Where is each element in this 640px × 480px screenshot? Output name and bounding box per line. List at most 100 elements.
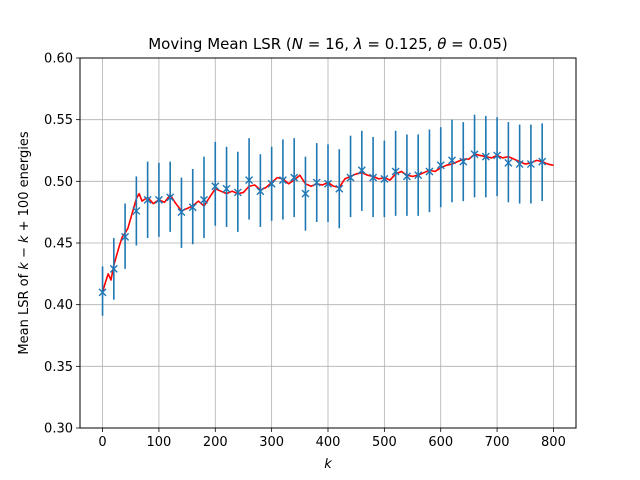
x-marker [154,195,163,204]
x-marker [538,157,547,166]
x-marker-stroke [414,171,423,180]
x-marker [459,157,468,166]
title-lambda: λ [353,35,363,53]
x-marker-stroke [301,189,310,198]
x-tick-label: 500 [372,435,397,450]
x-marker [448,156,456,165]
x-marker [290,173,299,182]
x-axis-label: k [324,457,332,472]
x-tick-label: 400 [316,435,341,450]
x-marker-stroke [481,152,490,161]
x-marker-stroke [335,184,344,193]
x-marker [211,182,220,191]
x-marker [414,171,423,180]
x-marker [402,172,411,181]
title-n: N [292,35,303,53]
y-tick-label: 0.55 [44,113,73,128]
y-tick-label: 0.35 [44,360,73,375]
x-marker-stroke [278,176,287,185]
x-marker-stroke [166,193,175,202]
x-marker [504,158,513,167]
x-marker [245,176,254,185]
x-marker-stroke [425,167,434,176]
x-marker-stroke [515,160,524,169]
x-marker [380,174,389,183]
x-marker [436,161,445,170]
x-marker [312,178,321,187]
x-tick-label: 800 [541,435,566,450]
x-marker-stroke [346,173,355,182]
x-tick-label: 200 [203,435,228,450]
x-marker-stroke [177,208,186,217]
x-marker [256,187,265,196]
x-marker [526,160,535,169]
ylabel-k1: k [17,262,32,270]
x-marker-stroke [538,157,547,166]
y-axis-label: Mean LSR of k − k + 100 energies [17,131,32,354]
x-marker-stroke [436,161,445,170]
x-marker-stroke [109,264,118,273]
x-marker [188,203,197,212]
y-axis-ticks: 0.30 0.35 0.40 0.45 0.50 0.55 0.60 [44,52,80,437]
x-marker-stroke [267,179,276,188]
ylabel-suffix: + 100 energies [17,131,32,235]
title-eq1: = 16, [303,35,354,53]
x-marker [121,232,130,241]
x-marker [369,173,378,182]
x-marker-stroke [526,160,535,169]
x-marker-stroke [380,174,389,183]
x-marker [493,151,502,160]
x-marker-stroke [132,206,141,215]
title-theta: θ [437,35,446,53]
x-marker [200,195,208,204]
x-axis-ticks: 0 100 200 300 400 500 600 700 800 [98,428,566,450]
x-marker [98,288,107,297]
x-marker [391,167,400,176]
title-eq2: = 0.125, [363,35,438,53]
x-marker-stroke [188,203,197,212]
x-marker [166,193,175,202]
chart-title: Moving Mean LSR (N = 16, λ = 0.125, θ = … [148,35,508,53]
x-marker [346,173,355,182]
x-marker-stroke [245,176,254,185]
x-marker-stroke [402,172,411,181]
x-marker-stroke [290,173,299,182]
x-tick-label: 100 [146,435,171,450]
x-marker-stroke [98,288,107,297]
x-marker [301,189,310,198]
x-marker-stroke [470,150,479,159]
marker-group [98,150,547,297]
x-marker-stroke [211,182,220,191]
x-marker-stroke [504,158,513,167]
y-tick-label: 0.40 [44,298,73,313]
ylabel-minus: − [17,243,32,262]
ylabel-k2: k [17,235,32,243]
y-tick-label: 0.45 [44,237,73,252]
x-tick-label: 0 [98,435,106,450]
y-tick-label: 0.30 [44,422,73,437]
x-marker-stroke [391,167,400,176]
x-marker [335,184,344,193]
x-marker-stroke [324,179,332,188]
x-marker-stroke [357,166,366,175]
x-marker-stroke [143,195,152,204]
x-tick-label: 700 [485,435,510,450]
x-tick-label: 600 [428,435,453,450]
x-marker [109,264,118,273]
x-marker-stroke [154,195,163,204]
y-tick-label: 0.60 [44,52,73,67]
x-marker [324,179,332,188]
x-marker-stroke [369,173,378,182]
x-marker-stroke [121,232,130,241]
x-tick-label: 300 [259,435,284,450]
x-marker [222,184,231,193]
x-marker [177,208,186,217]
x-marker [357,166,366,175]
x-marker [481,152,490,161]
x-marker-stroke [200,195,208,204]
x-marker-stroke [459,157,468,166]
x-marker-stroke [448,156,456,165]
title-prefix: Moving Mean LSR ( [148,35,292,53]
